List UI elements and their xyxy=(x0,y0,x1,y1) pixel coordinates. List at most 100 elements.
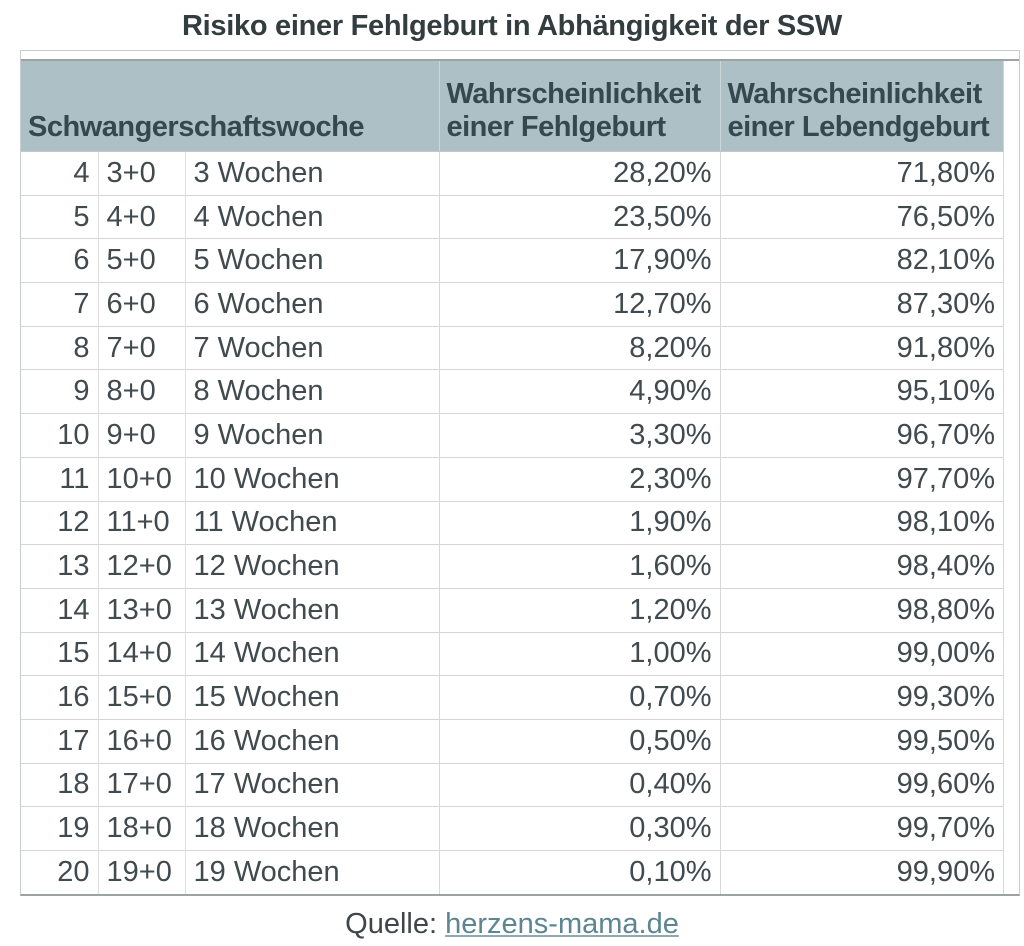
table-row: 12 11+0 11 Wochen 1,90% 98,10% xyxy=(21,500,1004,545)
cell-ssw-number: 15 xyxy=(21,631,98,676)
cell-miscarriage-pct: 0,40% xyxy=(438,762,720,807)
cell-weeks-label: 16 Wochen xyxy=(184,718,439,764)
cell-livebirth-pct: 99,90% xyxy=(719,849,1004,894)
cell-livebirth-pct: 91,80% xyxy=(719,325,1004,370)
table-row: 4 3+0 3 Wochen 28,20% 71,80% xyxy=(21,151,1004,196)
table-row: 13 12+0 12 Wochen 1,60% 98,40% xyxy=(21,544,1004,589)
header-schwangerschaftswoche: Schwangerschaftswoche xyxy=(21,61,439,152)
cell-weeks-label: 18 Wochen xyxy=(184,806,439,851)
table-row: 10 9+0 9 Wochen 3,30% 96,70% xyxy=(21,413,1004,458)
cell-miscarriage-pct: 1,20% xyxy=(438,587,720,633)
cell-livebirth-pct: 98,10% xyxy=(719,500,1004,545)
cell-week-plus-day: 15+0 xyxy=(97,675,185,720)
cell-week-plus-day: 11+0 xyxy=(97,500,185,545)
cell-ssw-number: 10 xyxy=(21,413,98,458)
cell-livebirth-pct: 99,00% xyxy=(719,631,1004,676)
table-row: 8 7+0 7 Wochen 8,20% 91,80% xyxy=(21,325,1004,370)
table-row: 16 15+0 15 Wochen 0,70% 99,30% xyxy=(21,675,1004,720)
cell-week-plus-day: 17+0 xyxy=(97,762,185,807)
cell-livebirth-pct: 82,10% xyxy=(719,238,1004,283)
cell-miscarriage-pct: 28,20% xyxy=(438,151,720,196)
table-row: 20 19+0 19 Wochen 0,10% 99,90% xyxy=(21,849,1004,894)
table-row: 18 17+0 17 Wochen 0,40% 99,60% xyxy=(21,762,1004,807)
cell-miscarriage-pct: 17,90% xyxy=(438,238,720,283)
cell-miscarriage-pct: 1,00% xyxy=(438,631,720,676)
cell-miscarriage-pct: 0,30% xyxy=(438,806,720,851)
table-row: 7 6+0 6 Wochen 12,70% 87,30% xyxy=(21,282,1004,327)
cell-ssw-number: 16 xyxy=(21,675,98,720)
cell-miscarriage-pct: 1,60% xyxy=(438,544,720,589)
page-title: Risiko einer Fehlgeburt in Abhängigkeit … xyxy=(182,10,842,42)
cell-week-plus-day: 14+0 xyxy=(97,631,185,676)
cell-miscarriage-pct: 0,50% xyxy=(438,718,720,764)
cell-weeks-label: 11 Wochen xyxy=(184,500,439,545)
cell-weeks-label: 9 Wochen xyxy=(184,413,439,458)
table-top-strip xyxy=(21,51,1019,61)
cell-week-plus-day: 3+0 xyxy=(97,151,185,196)
cell-miscarriage-pct: 4,90% xyxy=(438,369,720,414)
table-row: 19 18+0 18 Wochen 0,30% 99,70% xyxy=(21,806,1004,851)
cell-week-plus-day: 19+0 xyxy=(97,849,185,894)
cell-livebirth-pct: 99,30% xyxy=(719,675,1004,720)
cell-miscarriage-pct: 3,30% xyxy=(438,413,720,458)
source-link[interactable]: herzens-mama.de xyxy=(445,907,679,940)
cell-ssw-number: 12 xyxy=(21,500,98,545)
cell-livebirth-pct: 99,60% xyxy=(719,762,1004,807)
cell-miscarriage-pct: 0,10% xyxy=(438,849,720,894)
cell-weeks-label: 19 Wochen xyxy=(184,849,439,894)
cell-livebirth-pct: 99,70% xyxy=(719,806,1004,851)
table-row: 15 14+0 14 Wochen 1,00% 99,00% xyxy=(21,631,1004,676)
cell-weeks-label: 7 Wochen xyxy=(184,325,439,370)
cell-ssw-number: 19 xyxy=(21,806,98,851)
cell-livebirth-pct: 99,50% xyxy=(719,718,1004,764)
cell-ssw-number: 4 xyxy=(21,151,98,196)
cell-weeks-label: 13 Wochen xyxy=(184,587,439,633)
cell-week-plus-day: 13+0 xyxy=(97,587,185,633)
cell-weeks-label: 14 Wochen xyxy=(184,631,439,676)
header-wahrscheinlichkeit-lebendgeburt: Wahrscheinlichkeit einer Lebendgeburt xyxy=(719,61,1004,152)
table-row: 5 4+0 4 Wochen 23,50% 76,50% xyxy=(21,194,1004,239)
cell-ssw-number: 6 xyxy=(21,238,98,283)
cell-weeks-label: 4 Wochen xyxy=(184,194,439,239)
cell-week-plus-day: 5+0 xyxy=(97,238,185,283)
cell-week-plus-day: 18+0 xyxy=(97,806,185,851)
cell-week-plus-day: 6+0 xyxy=(97,282,185,327)
header-wahrscheinlichkeit-fehlgeburt: Wahrscheinlichkeit einer Fehlgeburt xyxy=(438,61,720,152)
cell-week-plus-day: 7+0 xyxy=(97,325,185,370)
table-row: 14 13+0 13 Wochen 1,20% 98,80% xyxy=(21,587,1004,633)
cell-weeks-label: 8 Wochen xyxy=(184,369,439,414)
cell-livebirth-pct: 95,10% xyxy=(719,369,1004,414)
cell-miscarriage-pct: 1,90% xyxy=(438,500,720,545)
cell-weeks-label: 3 Wochen xyxy=(184,151,439,196)
cell-week-plus-day: 4+0 xyxy=(97,194,185,239)
cell-miscarriage-pct: 2,30% xyxy=(438,456,720,501)
cell-miscarriage-pct: 0,70% xyxy=(438,675,720,720)
cell-miscarriage-pct: 8,20% xyxy=(438,325,720,370)
header-row: Schwangerschaftswoche Wahrscheinlichkeit… xyxy=(21,61,1004,152)
cell-livebirth-pct: 71,80% xyxy=(719,151,1004,196)
cell-livebirth-pct: 96,70% xyxy=(719,413,1004,458)
cell-livebirth-pct: 98,80% xyxy=(719,587,1004,633)
cell-miscarriage-pct: 23,50% xyxy=(438,194,720,239)
cell-weeks-label: 15 Wochen xyxy=(184,675,439,720)
cell-livebirth-pct: 76,50% xyxy=(719,194,1004,239)
cell-ssw-number: 5 xyxy=(21,194,98,239)
cell-livebirth-pct: 97,70% xyxy=(719,456,1004,501)
cell-miscarriage-pct: 12,70% xyxy=(438,282,720,327)
cell-week-plus-day: 12+0 xyxy=(97,544,185,589)
cell-ssw-number: 18 xyxy=(21,762,98,807)
cell-weeks-label: 6 Wochen xyxy=(184,282,439,327)
cell-week-plus-day: 8+0 xyxy=(97,369,185,414)
table-pad: Schwangerschaftswoche Wahrscheinlichkeit… xyxy=(21,61,1019,894)
source-label: Quelle: xyxy=(345,907,438,940)
page: Risiko einer Fehlgeburt in Abhängigkeit … xyxy=(0,10,1024,941)
cell-ssw-number: 11 xyxy=(21,456,98,501)
cell-ssw-number: 9 xyxy=(21,369,98,414)
table-row: 9 8+0 8 Wochen 4,90% 95,10% xyxy=(21,369,1004,414)
ssw-risk-table: Schwangerschaftswoche Wahrscheinlichkeit… xyxy=(21,61,1004,894)
cell-weeks-label: 5 Wochen xyxy=(184,238,439,283)
cell-ssw-number: 8 xyxy=(21,325,98,370)
cell-week-plus-day: 10+0 xyxy=(97,456,185,501)
cell-weeks-label: 12 Wochen xyxy=(184,544,439,589)
cell-week-plus-day: 16+0 xyxy=(97,718,185,764)
